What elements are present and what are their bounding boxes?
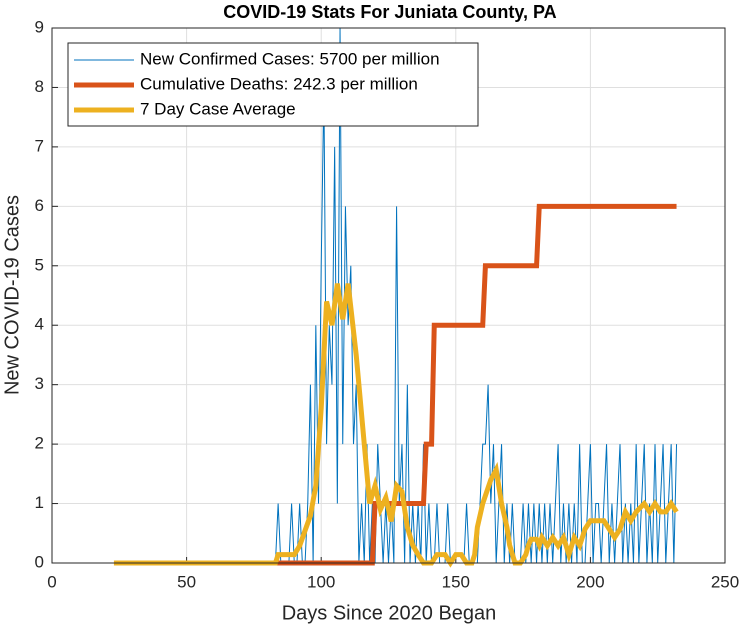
y-axis-label: New COVID-19 Cases xyxy=(1,195,23,395)
y-tick-label: 4 xyxy=(35,315,44,334)
legend-label: 7 Day Case Average xyxy=(140,99,296,118)
y-tick-label: 9 xyxy=(35,17,44,36)
x-tick-label: 250 xyxy=(711,572,739,591)
axes-frame xyxy=(51,27,726,564)
chart-title: COVID-19 Stats For Juniata County, PA xyxy=(223,2,556,22)
legend-label: New Confirmed Cases: 5700 per million xyxy=(140,49,440,68)
y-tick-label: 6 xyxy=(35,196,44,215)
x-tick-label: 100 xyxy=(307,572,335,591)
x-tick-label: 0 xyxy=(47,572,56,591)
x-tick-label: 150 xyxy=(442,572,470,591)
y-tick-label: 2 xyxy=(35,434,44,453)
series-line xyxy=(275,203,677,566)
y-tick-label: 1 xyxy=(35,493,44,512)
legend-label: Cumulative Deaths: 242.3 per million xyxy=(140,74,418,93)
y-tick-label: 7 xyxy=(35,136,44,155)
y-tick-label: 0 xyxy=(35,552,44,571)
x-axis-label: Days Since 2020 Began xyxy=(282,602,497,624)
y-tick-label: 3 xyxy=(35,374,44,393)
y-tick-label: 8 xyxy=(35,77,44,96)
y-tick-label: 5 xyxy=(35,255,44,274)
series-line xyxy=(113,283,679,568)
legend-box xyxy=(67,42,479,127)
x-tick-label: 50 xyxy=(177,572,196,591)
x-tick-label: 200 xyxy=(576,572,604,591)
